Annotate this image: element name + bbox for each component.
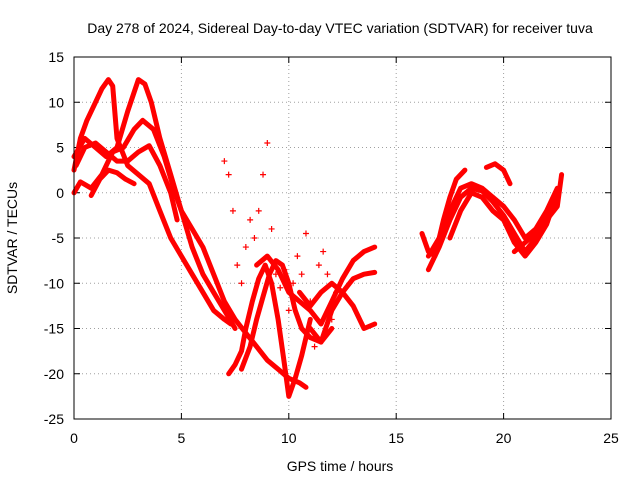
x-tick-label: 15 xyxy=(388,430,404,446)
marker-spikes-a xyxy=(238,280,245,287)
marker-spikes-a xyxy=(264,139,271,146)
marker-spikes-b xyxy=(320,248,327,255)
y-tick-label: 10 xyxy=(48,94,64,110)
series-track-a xyxy=(71,77,234,327)
marker-spikes-a xyxy=(242,244,249,251)
marker-spikes-b xyxy=(307,298,314,305)
y-tick-label: -20 xyxy=(44,366,64,382)
marker-spikes-b xyxy=(324,271,331,278)
y-axis-label: SDTVAR / TECUs xyxy=(4,182,20,294)
x-tick-label: 10 xyxy=(281,430,297,446)
y-tick-label: 0 xyxy=(56,185,64,201)
marker-spikes-a xyxy=(272,271,279,278)
marker-spikes-a xyxy=(268,225,275,232)
x-axis-label: GPS time / hours xyxy=(287,458,394,474)
marker-spikes-b xyxy=(333,289,340,296)
y-tick-label: -25 xyxy=(44,411,64,427)
series-track-o xyxy=(419,167,468,259)
x-tick-label: 25 xyxy=(603,430,619,446)
series-track-g xyxy=(239,258,335,372)
x-tick-label: 20 xyxy=(496,430,512,446)
data-series xyxy=(71,77,565,399)
series-track-i xyxy=(297,280,378,331)
marker-spikes-b xyxy=(311,343,318,350)
marker-spikes-a xyxy=(251,235,258,241)
marker-spikes-a xyxy=(247,216,254,223)
y-tick-label: 15 xyxy=(48,49,64,65)
marker-spikes-b xyxy=(315,262,322,269)
series-track-j xyxy=(307,269,378,345)
marker-spikes-b xyxy=(298,271,305,278)
y-tick-label: 5 xyxy=(56,140,64,156)
marker-spikes-b xyxy=(285,307,292,314)
y-tick-label: -5 xyxy=(52,230,65,246)
marker-spikes-b xyxy=(294,253,301,260)
x-tick-label: 0 xyxy=(70,430,78,446)
y-tick-label: -10 xyxy=(44,275,64,291)
marker-spikes-a xyxy=(229,207,236,214)
marker-spikes-b xyxy=(302,230,309,237)
series-track-p xyxy=(511,172,565,255)
marker-spikes-b xyxy=(290,280,297,287)
series-track-k xyxy=(425,181,560,259)
marker-spikes-a xyxy=(281,266,288,273)
marker-spikes-b xyxy=(328,316,335,323)
marker-spikes-a xyxy=(255,207,262,214)
marker-spikes-a xyxy=(234,262,241,269)
series-track-n xyxy=(483,161,513,187)
marker-spikes-a xyxy=(221,158,228,165)
axis-ticks: 0 5 10 15 20 25 15 10 5 0 -5 -10 -15 -20 -25 xyxy=(44,49,619,446)
series-track-d xyxy=(73,140,180,223)
series-track-h xyxy=(254,244,378,327)
plot-frame xyxy=(73,56,612,420)
marker-spikes-a xyxy=(260,171,267,178)
marker-spikes-a xyxy=(277,284,284,291)
chart-title: Day 278 of 2024, Sidereal Day-to-day VTE… xyxy=(87,20,593,36)
x-tick-label: 5 xyxy=(178,430,186,446)
series-track-m xyxy=(447,190,560,259)
y-tick-label: -15 xyxy=(44,321,64,337)
series-track-e xyxy=(88,167,137,198)
marker-spikes-a xyxy=(225,171,232,178)
